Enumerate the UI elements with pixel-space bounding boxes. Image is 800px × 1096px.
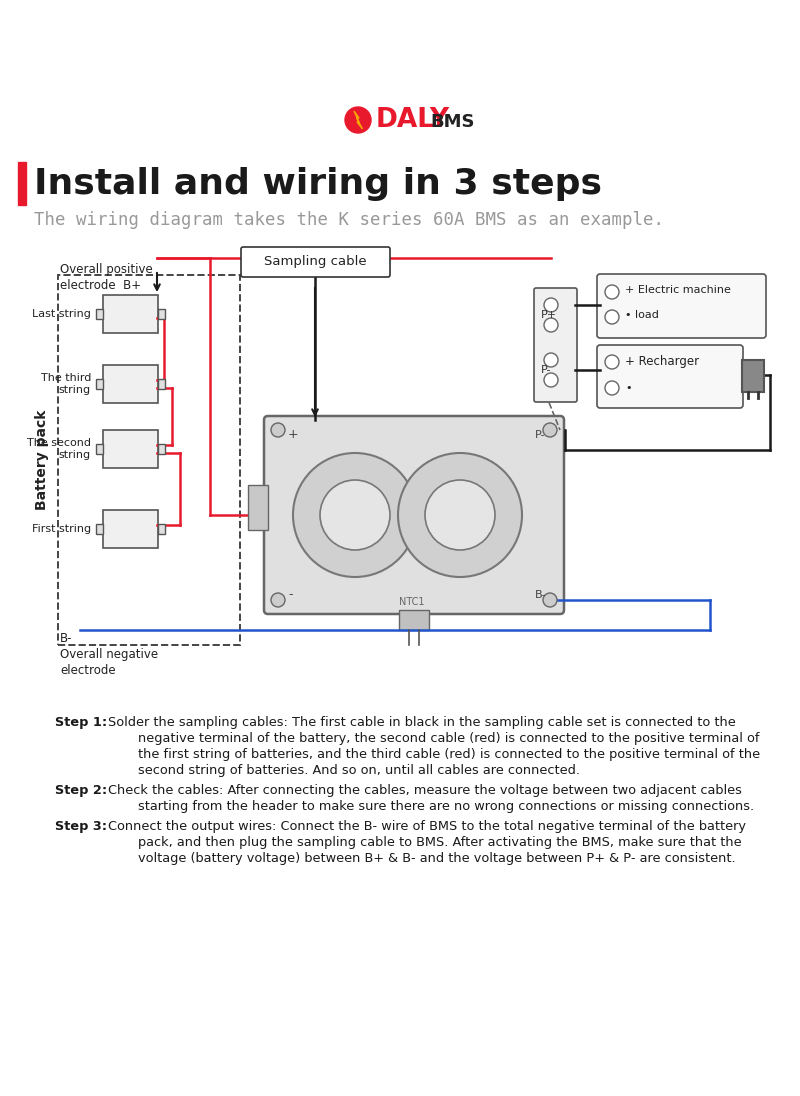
Circle shape: [544, 373, 558, 387]
Circle shape: [271, 593, 285, 607]
Text: The second
string: The second string: [27, 438, 91, 460]
Circle shape: [605, 285, 619, 299]
Bar: [96, 379, 103, 389]
Text: + Electric machine: + Electric machine: [625, 285, 731, 295]
Bar: [158, 524, 165, 534]
Text: BMS: BMS: [430, 113, 474, 132]
Text: •: •: [625, 383, 631, 393]
Text: • load: • load: [625, 310, 659, 320]
Text: second string of batteries. And so on, until all cables are connected.: second string of batteries. And so on, u…: [138, 764, 580, 777]
Bar: [248, 486, 268, 530]
Circle shape: [425, 480, 495, 550]
Text: Sampling cable: Sampling cable: [264, 255, 366, 269]
Bar: [58, 275, 240, 646]
Text: Check the cables: After connecting the cables, measure the voltage between two a: Check the cables: After connecting the c…: [108, 784, 742, 797]
Bar: [158, 444, 165, 454]
FancyBboxPatch shape: [241, 247, 390, 277]
Bar: [158, 309, 165, 319]
Text: B-
Overall negative
electrode: B- Overall negative electrode: [60, 632, 158, 677]
Polygon shape: [354, 111, 362, 129]
Text: starting from the header to make sure there are no wrong connections or missing : starting from the header to make sure th…: [138, 800, 754, 813]
Text: P-: P-: [535, 430, 546, 439]
Circle shape: [320, 480, 390, 550]
Text: P+: P+: [541, 310, 557, 320]
Circle shape: [605, 310, 619, 324]
Bar: [399, 610, 429, 630]
Text: negative terminal of the battery, the second cable (red) is connected to the pos: negative terminal of the battery, the se…: [138, 732, 759, 745]
Text: DALY: DALY: [376, 107, 450, 133]
Text: + Recharger: + Recharger: [625, 355, 699, 368]
Bar: [103, 295, 158, 333]
Bar: [103, 365, 158, 403]
Bar: [18, 162, 26, 205]
Text: The third
string: The third string: [41, 374, 91, 395]
Bar: [96, 309, 103, 319]
Circle shape: [605, 355, 619, 369]
Circle shape: [544, 353, 558, 367]
Circle shape: [293, 453, 417, 576]
Text: P-: P-: [541, 365, 551, 375]
Circle shape: [271, 423, 285, 437]
Text: First string: First string: [32, 524, 91, 534]
Text: The wiring diagram takes the K series 60A BMS as an example.: The wiring diagram takes the K series 60…: [34, 212, 664, 229]
Text: B-: B-: [535, 590, 546, 600]
FancyBboxPatch shape: [534, 288, 577, 402]
Circle shape: [345, 107, 371, 133]
FancyBboxPatch shape: [597, 345, 743, 408]
Text: -: -: [288, 589, 293, 602]
Text: Overall positive
electrode  B+: Overall positive electrode B+: [60, 263, 153, 292]
FancyBboxPatch shape: [597, 274, 766, 338]
FancyBboxPatch shape: [264, 416, 564, 614]
Circle shape: [398, 453, 522, 576]
Bar: [103, 430, 158, 468]
Circle shape: [544, 318, 558, 332]
Text: the first string of batteries, and the third cable (red) is connected to the pos: the first string of batteries, and the t…: [138, 747, 760, 761]
Text: Step 1:: Step 1:: [55, 716, 107, 729]
Bar: [158, 379, 165, 389]
Text: pack, and then plug the sampling cable to BMS. After activating the BMS, make su: pack, and then plug the sampling cable t…: [138, 836, 742, 849]
Bar: [742, 359, 764, 392]
Circle shape: [605, 381, 619, 395]
Text: voltage (battery voltage) between B+ & B- and the voltage between P+ & P- are co: voltage (battery voltage) between B+ & B…: [138, 852, 736, 865]
Text: Solder the sampling cables: The first cable in black in the sampling cable set i: Solder the sampling cables: The first ca…: [108, 716, 736, 729]
Bar: [96, 444, 103, 454]
Text: +: +: [288, 429, 298, 442]
Text: Last string: Last string: [32, 309, 91, 319]
Text: Battery pack: Battery pack: [35, 410, 49, 510]
Text: Step 3:: Step 3:: [55, 820, 107, 833]
Bar: [103, 510, 158, 548]
Circle shape: [543, 593, 557, 607]
Text: NTC1: NTC1: [399, 597, 425, 607]
Circle shape: [544, 298, 558, 312]
Bar: [96, 524, 103, 534]
Text: Connect the output wires: Connect the B- wire of BMS to the total negative termi: Connect the output wires: Connect the B-…: [108, 820, 746, 833]
Circle shape: [543, 423, 557, 437]
Text: Install and wiring in 3 steps: Install and wiring in 3 steps: [34, 167, 602, 201]
Text: Step 2:: Step 2:: [55, 784, 107, 797]
